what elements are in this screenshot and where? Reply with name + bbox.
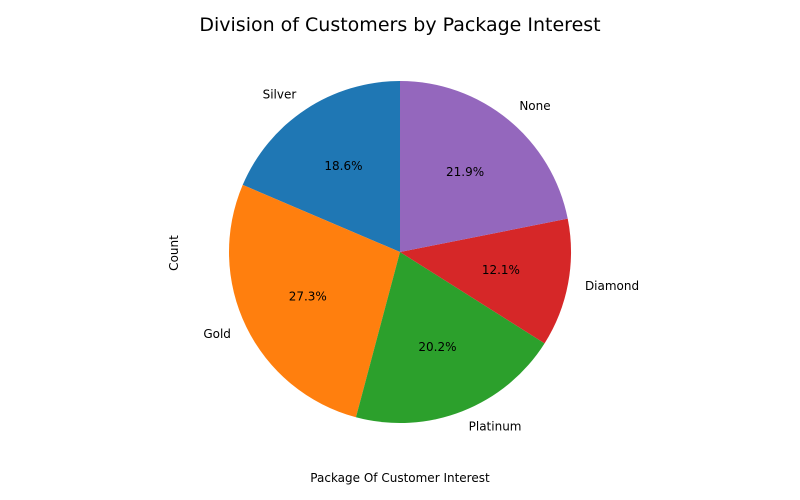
percent-label-gold: 27.3% (289, 289, 327, 303)
percent-label-none: 21.9% (446, 165, 484, 179)
pie-slices (229, 80, 571, 424)
x-axis-label: Package Of Customer Interest (310, 471, 490, 485)
slice-label-platinum: Platinum (469, 420, 522, 434)
percent-label-platinum: 20.2% (418, 340, 456, 354)
pie-slice-none (400, 81, 568, 252)
slice-label-gold: Gold (203, 327, 231, 341)
slice-label-silver: Silver (263, 88, 297, 102)
slice-label-none: None (519, 99, 550, 113)
percent-label-silver: 18.6% (324, 159, 362, 173)
pie-slice-platinum (355, 252, 545, 424)
pie-slice-gold (229, 184, 400, 418)
percent-labels: 18.6% 27.3% 20.2% 12.1% 21.9% (289, 159, 520, 354)
slice-labels: Silver Gold Platinum Diamond None (203, 88, 639, 434)
pie-slice-silver (242, 80, 400, 252)
percent-label-diamond: 12.1% (482, 263, 520, 277)
pie-slice-diamond (400, 218, 571, 344)
chart-title: Division of Customers by Package Interes… (199, 14, 600, 36)
y-axis-label: Count (167, 235, 181, 271)
slice-label-diamond: Diamond (585, 279, 639, 293)
